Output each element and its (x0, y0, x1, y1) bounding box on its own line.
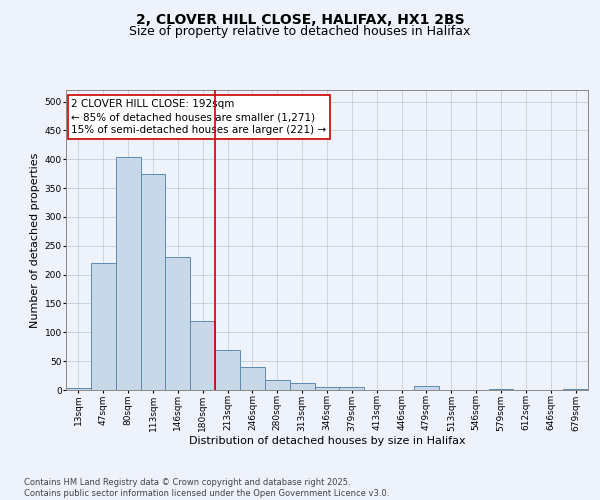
Bar (290, 382, 314, 390)
Bar (314, 386, 340, 390)
Bar (240, 367, 265, 390)
Bar (215, 350, 240, 390)
Bar (116, 158, 140, 390)
Bar (563, 389, 588, 390)
Bar (414, 386, 439, 390)
X-axis label: Distribution of detached houses by size in Halifax: Distribution of detached houses by size … (188, 436, 466, 446)
Text: 2, CLOVER HILL CLOSE, HALIFAX, HX1 2BS: 2, CLOVER HILL CLOSE, HALIFAX, HX1 2BS (136, 12, 464, 26)
Text: Contains HM Land Registry data © Crown copyright and database right 2025.
Contai: Contains HM Land Registry data © Crown c… (24, 478, 389, 498)
Bar (190, 321, 215, 390)
Bar (166, 258, 190, 390)
Text: 2 CLOVER HILL CLOSE: 192sqm
← 85% of detached houses are smaller (1,271)
15% of : 2 CLOVER HILL CLOSE: 192sqm ← 85% of det… (71, 99, 326, 136)
Bar (66, 388, 91, 390)
Bar (91, 263, 116, 390)
Y-axis label: Number of detached properties: Number of detached properties (31, 152, 40, 328)
Bar (265, 380, 290, 390)
Bar (340, 387, 364, 390)
Text: Size of property relative to detached houses in Halifax: Size of property relative to detached ho… (130, 25, 470, 38)
Bar (140, 174, 166, 390)
